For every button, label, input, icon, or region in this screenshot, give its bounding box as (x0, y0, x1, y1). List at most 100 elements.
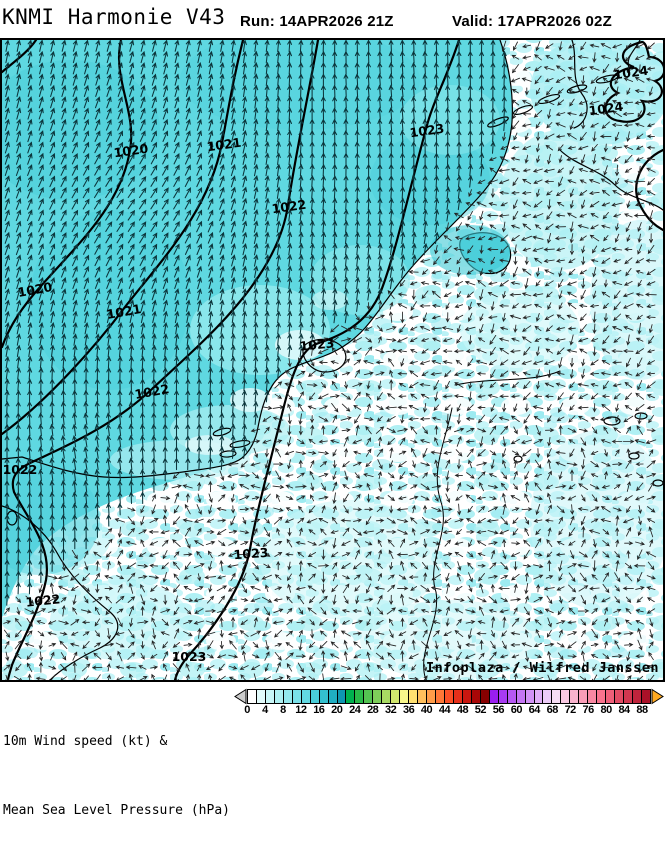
pressure-label: 1022 (25, 591, 61, 610)
valid-value: 17APR2026 02Z (497, 13, 612, 30)
colorbar-cell (543, 690, 553, 703)
colorbar-tick: 60 (510, 704, 523, 716)
colorbar-cell (265, 690, 275, 703)
pressure-label: 1022 (133, 381, 170, 402)
pressure-label: 1023 (409, 121, 446, 141)
colorbar-tick: 80 (600, 704, 612, 716)
pressure-label: 1024 (588, 99, 625, 119)
title-bar: KNMI Harmonie V43 Run: 14APR2026 21Z Val… (0, 0, 665, 38)
colorbar-cell (337, 690, 347, 703)
colorbar-tick: 56 (492, 704, 505, 716)
pressure-label: 1023 (172, 649, 207, 664)
colorbar-cell (462, 690, 472, 703)
pressure-label: 1024 (613, 63, 650, 83)
colorbar-cell (409, 690, 419, 703)
colorbar-cell (606, 690, 616, 703)
colorbar-cell (641, 690, 650, 703)
colorbar-cell (418, 690, 428, 703)
colorbar-cell (310, 690, 320, 703)
colorbar-tick: 32 (385, 704, 397, 716)
pressure-label: 1020 (16, 279, 53, 300)
colorbar-cell (248, 690, 257, 703)
colorbar-cell (552, 690, 562, 703)
run-time: Run: 14APR2026 21Z (240, 13, 394, 30)
pressure-label: 1021 (105, 301, 142, 322)
colorbar-cell (436, 690, 445, 703)
colorbar-left-arrow (234, 688, 247, 705)
colorbar-cell (328, 690, 338, 703)
weather-map: 1020 1021 1022 1023 1024 1024 1020 1021 1023 1022… (0, 38, 665, 682)
colorbar-tick: 72 (564, 704, 577, 716)
colorbar-tick: 48 (456, 704, 469, 716)
colorbar-tick: 4 (262, 704, 268, 716)
valid-label: Valid: (452, 13, 494, 30)
sea-wind-arrows (4, 40, 507, 606)
colorbar-tick: 0 (244, 704, 250, 716)
colorbar-cell (534, 690, 544, 703)
wind-speed-colorbar: 0 4 8 12 16 20 24 28 32 36 40 44 48 52 56 60 64 68 72 76 80 8… (234, 688, 664, 722)
colorbar-cell (525, 690, 535, 703)
colorbar-cell (444, 690, 454, 703)
colorbar-cell (489, 690, 499, 703)
colorbar-tick: 36 (402, 704, 415, 716)
colorbar-tick: 44 (438, 704, 451, 716)
colorbar-tick: 20 (331, 704, 343, 716)
weather-chart-page: { "title": { "model": "KNMI Harmonie V43… (0, 0, 665, 818)
pressure-label-layer: 1020 1021 1022 1023 1024 1024 1020 1021 1023 1022… (3, 63, 650, 664)
pressure-label: 1022 (3, 462, 38, 477)
pressure-label: 1023 (233, 545, 269, 562)
colorbar-cell (632, 690, 642, 703)
colorbar-cell (615, 690, 625, 703)
pressure-label: 1023 (299, 335, 335, 354)
colorbar-tick: 40 (420, 704, 433, 716)
colorbar-tick: 16 (313, 704, 325, 716)
colorbar-tick: 76 (582, 704, 595, 716)
pressure-label: 1022 (271, 197, 308, 217)
legend-caption: 10m Wind speed (kt) & Mean Sea Level Pre… (3, 684, 230, 868)
wind-arrows (3, 40, 657, 680)
colorbar-ticks: 0 4 8 12 16 20 24 28 32 36 40 44 48 52 56 60 64 68 72 76 80 8… (244, 704, 651, 718)
colorbar-cell (301, 690, 311, 703)
legend: 10m Wind speed (kt) & Mean Sea Level Pre… (0, 682, 665, 818)
colorbar-cell (391, 690, 401, 703)
colorbar-cell (382, 690, 392, 703)
colorbar-cell (498, 690, 508, 703)
colorbar-cell (570, 690, 580, 703)
valid-time: Valid: 17APR2026 02Z (452, 13, 612, 30)
colorbar-right-arrow (651, 688, 664, 705)
run-label: Run: (240, 13, 275, 30)
colorbar-cell (588, 690, 598, 703)
colorbar-cell (256, 690, 266, 703)
colorbar-cell (283, 690, 293, 703)
colorbar-cell (561, 690, 571, 703)
colorbar-cell (597, 690, 607, 703)
legend-line1: 10m Wind speed (kt) & (3, 734, 168, 749)
pressure-label: 1020 (113, 141, 150, 161)
pressure-label: 1021 (206, 135, 243, 155)
colorbar-tick: 88 (636, 704, 648, 716)
colorbar-tick: 68 (546, 704, 559, 716)
colorbar-tick: 52 (474, 704, 487, 716)
colorbar-cell (507, 690, 517, 703)
colorbar-cell (373, 690, 383, 703)
colorbar-cells (247, 689, 651, 704)
colorbar-cell (453, 690, 463, 703)
colorbar-tick: 24 (349, 704, 361, 716)
colorbar-cell (274, 690, 284, 703)
colorbar-cell (516, 690, 526, 703)
colorbar-cell (292, 690, 302, 703)
colorbar-cell (480, 690, 490, 703)
colorbar-cell (319, 690, 329, 703)
run-value: 14APR2026 21Z (279, 13, 394, 30)
colorbar-tick: 12 (295, 704, 307, 716)
colorbar-cell (427, 690, 437, 703)
colorbar-cell (355, 690, 365, 703)
colorbar-cell (364, 690, 374, 703)
colorbar-tick: 28 (367, 704, 379, 716)
attribution: Infoplaza / Wilfred Janssen (426, 660, 659, 676)
colorbar-tick: 64 (528, 704, 541, 716)
map-canvas: 1020 1021 1022 1023 1024 1024 1020 1021 1023 1022… (2, 40, 663, 680)
colorbar-tick: 84 (618, 704, 630, 716)
land-wind-arrows (3, 40, 657, 680)
legend-line2: Mean Sea Level Pressure (hPa) (3, 803, 230, 818)
